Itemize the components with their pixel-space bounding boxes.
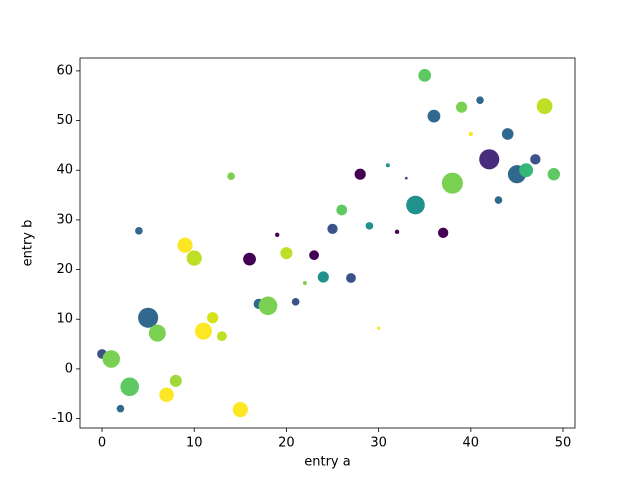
point bbox=[418, 68, 432, 82]
point bbox=[530, 154, 541, 165]
y-tick-label: 10 bbox=[56, 312, 73, 327]
point bbox=[232, 402, 248, 418]
y-tick-label: 60 bbox=[56, 63, 73, 78]
y-tick-label: 0 bbox=[65, 361, 73, 376]
point bbox=[501, 128, 514, 140]
point bbox=[280, 247, 293, 260]
x-axis-label: entry a bbox=[304, 455, 350, 470]
point bbox=[177, 237, 193, 253]
point bbox=[346, 273, 356, 283]
point bbox=[456, 101, 468, 113]
point bbox=[116, 404, 125, 413]
point bbox=[291, 298, 300, 306]
point bbox=[336, 204, 348, 216]
y-tick-label: -10 bbox=[52, 411, 73, 426]
point bbox=[138, 307, 159, 328]
x-tick-label: 50 bbox=[555, 436, 572, 451]
point bbox=[406, 195, 425, 215]
point bbox=[536, 98, 553, 115]
point bbox=[479, 149, 500, 170]
point bbox=[159, 387, 174, 403]
x-tick-label: 20 bbox=[278, 436, 295, 451]
point bbox=[207, 312, 219, 324]
x-tick-label: 30 bbox=[370, 436, 387, 451]
point bbox=[135, 227, 143, 235]
plot-frame bbox=[79, 57, 576, 429]
point bbox=[243, 252, 256, 266]
point bbox=[476, 96, 484, 105]
y-tick-label: 50 bbox=[56, 113, 73, 128]
y-tick-label: 30 bbox=[56, 212, 73, 227]
point bbox=[216, 331, 227, 342]
point bbox=[102, 350, 121, 368]
point bbox=[404, 176, 408, 180]
point bbox=[120, 377, 140, 397]
point bbox=[385, 163, 390, 168]
point bbox=[547, 168, 561, 181]
point bbox=[394, 229, 400, 235]
point bbox=[309, 250, 319, 261]
point bbox=[354, 168, 366, 180]
point bbox=[186, 250, 202, 266]
point bbox=[468, 131, 474, 137]
point bbox=[227, 172, 235, 181]
x-tick-label: 10 bbox=[186, 436, 203, 451]
point bbox=[275, 232, 280, 237]
y-tick-label: 40 bbox=[56, 163, 73, 178]
x-tick-label: 0 bbox=[98, 436, 106, 451]
point bbox=[494, 196, 503, 204]
y-axis-label: entry b bbox=[21, 220, 36, 267]
y-tick-label: 20 bbox=[56, 262, 73, 277]
point bbox=[365, 222, 374, 230]
point bbox=[148, 324, 166, 342]
point bbox=[427, 109, 441, 123]
point bbox=[376, 326, 381, 330]
point bbox=[438, 227, 449, 238]
point bbox=[317, 271, 329, 283]
point bbox=[441, 172, 463, 194]
point bbox=[302, 281, 307, 285]
point bbox=[519, 163, 534, 178]
point bbox=[327, 223, 338, 234]
point bbox=[169, 374, 182, 387]
point bbox=[194, 322, 212, 340]
x-tick-label: 40 bbox=[463, 436, 480, 451]
point bbox=[258, 296, 278, 316]
